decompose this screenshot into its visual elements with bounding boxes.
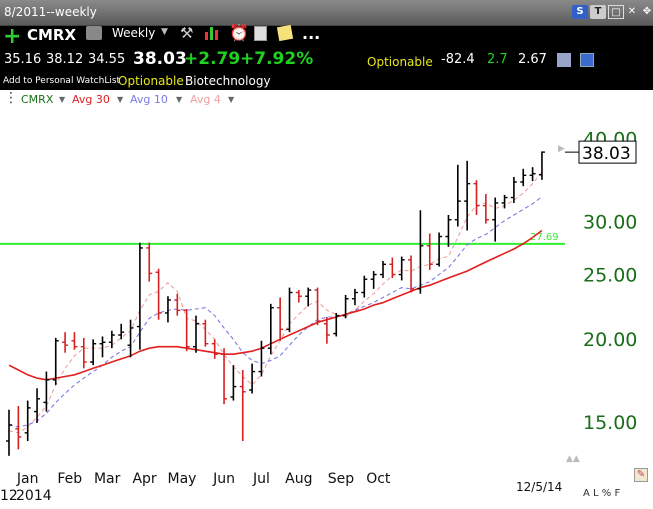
printer-icon[interactable] bbox=[86, 26, 102, 40]
high-price: 38.12 bbox=[46, 52, 84, 67]
legend-bar: ⋮ CMRX ▼ Avg 30 ▼ Avg 10 ▼ Avg 4 ▼ bbox=[0, 90, 653, 110]
y-tick-label: 15.00 bbox=[583, 412, 637, 434]
more-ellipsis[interactable]: ... bbox=[302, 24, 321, 43]
low-price: 34.55 bbox=[88, 52, 126, 67]
industry-label: Biotechnology bbox=[185, 74, 271, 88]
last-price-label: 38.03 bbox=[582, 144, 631, 164]
optionable-label: Optionable bbox=[118, 74, 184, 88]
window-title: 8/2011--weekly bbox=[4, 5, 97, 19]
scroll-right-icon[interactable]: ▶ bbox=[558, 144, 565, 154]
alarm-clock-icon[interactable]: ⏰ bbox=[229, 23, 249, 42]
add-icon[interactable]: + bbox=[3, 24, 22, 49]
tools-icon[interactable]: ⚒ bbox=[180, 24, 194, 42]
chart-area[interactable]: ⋮ CMRX ▼ Avg 30 ▼ Avg 10 ▼ Avg 4 ▼ 27.69… bbox=[0, 90, 653, 509]
chevron-down-icon[interactable]: ▼ bbox=[117, 95, 124, 104]
avg30-line bbox=[8, 229, 543, 381]
legend-symbol-icon[interactable]: ⋮ bbox=[4, 90, 18, 106]
x-tick-label: Jul bbox=[252, 471, 270, 487]
close-icon[interactable]: ✕ bbox=[627, 6, 637, 17]
x-tick-label: Oct bbox=[366, 471, 391, 487]
cube-icon[interactable] bbox=[557, 53, 571, 67]
avg10-line bbox=[8, 196, 543, 428]
x-tick-label: Aug bbox=[285, 471, 312, 487]
last-price-box bbox=[578, 140, 637, 164]
scroll-up-icon[interactable]: ▲▲ bbox=[566, 454, 580, 464]
optionable-badge: Optionable bbox=[367, 55, 433, 69]
x-tick-label: Jun bbox=[212, 471, 235, 487]
chevron-down-icon[interactable]: ▼ bbox=[228, 95, 235, 104]
price-change: +2.79 bbox=[184, 49, 241, 69]
y-tick-label: 30.00 bbox=[583, 212, 637, 234]
x-tick-label: Sep bbox=[328, 471, 355, 487]
year-label: 2014 bbox=[16, 488, 52, 504]
add-watchlist-link[interactable]: Add to Personal WatchList bbox=[3, 76, 121, 86]
save-icon[interactable] bbox=[580, 53, 594, 67]
open-price: 35.16 bbox=[4, 52, 42, 67]
title-bar: 8/2011--weekly S T □ ✕ ✥ bbox=[0, 0, 653, 26]
symbol-label[interactable]: CMRX bbox=[27, 26, 77, 44]
bar-chart-icon[interactable] bbox=[204, 26, 220, 40]
support-line-label: 27.69 bbox=[530, 232, 559, 243]
x-tick-label: May bbox=[167, 471, 196, 487]
note-icon[interactable] bbox=[276, 24, 294, 42]
stat-3: 2.67 bbox=[518, 52, 547, 67]
x-tick-label: Apr bbox=[132, 471, 156, 487]
stat-2: 2.7 bbox=[487, 52, 508, 67]
scale-toggles[interactable]: A L % F bbox=[583, 488, 621, 499]
legend-avg10[interactable]: Avg 10 bbox=[130, 93, 168, 106]
chevron-down-icon[interactable]: ▼ bbox=[161, 27, 168, 37]
price-change-pct: +7.92% bbox=[240, 49, 314, 69]
legend-avg30[interactable]: Avg 30 bbox=[72, 93, 110, 106]
draw-tool-icon[interactable]: ✎ bbox=[634, 468, 648, 482]
move-icon[interactable]: ✥ bbox=[642, 6, 652, 17]
text-menu-icon[interactable]: T bbox=[590, 5, 606, 19]
y-tick-label: 25.00 bbox=[583, 264, 637, 286]
legend-avg4[interactable]: Avg 4 bbox=[190, 93, 221, 106]
chevron-down-icon[interactable]: ▼ bbox=[176, 95, 183, 104]
legend-symbol[interactable]: CMRX bbox=[21, 93, 54, 106]
s-menu-icon[interactable]: S bbox=[572, 5, 588, 19]
end-date-label: 12/5/14 bbox=[516, 480, 563, 494]
x-tick-label: Jan bbox=[16, 471, 39, 487]
x-tick-label: Mar bbox=[94, 471, 121, 487]
period-select[interactable]: Weekly bbox=[112, 26, 156, 40]
y-tick-label: 20.00 bbox=[583, 329, 637, 351]
minimize-icon[interactable]: □ bbox=[608, 5, 624, 19]
calculator-icon[interactable] bbox=[254, 26, 267, 41]
avg4-line bbox=[8, 171, 543, 434]
symbol-toolbar: + CMRX Weekly ▼ ⚒ ⏰ ... 35.16 38.12 34.5… bbox=[0, 23, 653, 90]
stat-1: -82.4 bbox=[441, 52, 475, 67]
last-price: 38.03 bbox=[133, 49, 187, 69]
year-prefix: 12 bbox=[0, 488, 18, 504]
x-tick-label: Feb bbox=[57, 471, 82, 487]
chevron-down-icon[interactable]: ▼ bbox=[59, 95, 66, 104]
